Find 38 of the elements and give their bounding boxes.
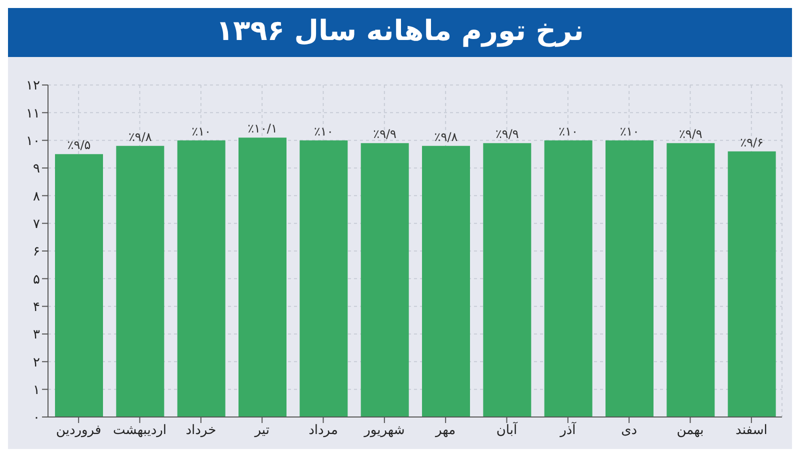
x-tick-label: شهریور [363, 423, 405, 438]
data-label: ٪۹/۹ [373, 127, 397, 142]
x-tick-label: اردیبهشت [112, 423, 167, 438]
y-tick-label: ۵ [33, 272, 40, 288]
x-tick-label: آذر [559, 421, 578, 438]
data-label: ٪۹/۶ [740, 135, 764, 150]
chart-title: نرخ تورم ماهانه سال ۱۳۹۶ [8, 8, 792, 57]
data-label: ٪۱۰ [314, 124, 334, 138]
y-tick-label: ۴ [33, 300, 40, 315]
x-tick-label: مرداد [308, 423, 338, 438]
y-tick-label: ۱۲ [26, 78, 40, 94]
y-tick-label: ۱۱ [26, 106, 40, 122]
data-label: ٪۹/۹ [678, 127, 702, 142]
y-tick-label: ۸ [33, 189, 40, 204]
data-label: ٪۹/۸ [128, 130, 152, 144]
x-tick-label: خرداد [186, 423, 216, 438]
data-label: ٪۱۰ [620, 124, 640, 138]
x-tick-label: اسفند [736, 423, 768, 438]
data-label: ٪۱۰ [558, 124, 578, 138]
y-tick-label: ۷ [33, 216, 40, 232]
data-label: ٪۹/۸ [434, 130, 458, 144]
y-tick-label: ۱ [33, 382, 40, 398]
data-label: ٪۹/۹ [495, 127, 519, 142]
x-tick-label: مهر [434, 423, 456, 438]
y-tick-label: ۹ [33, 162, 40, 177]
y-tick-label: ۲ [33, 355, 40, 370]
y-tick-label: ۱۰ [26, 134, 40, 149]
x-tick-label: تیر [254, 423, 270, 438]
x-tick-label: فروردین [56, 423, 102, 438]
x-tick-label: آبان [496, 421, 518, 438]
data-label: ٪۹/۵ [67, 138, 91, 152]
y-tick-label: ۶ [33, 244, 40, 260]
y-tick-label: ۳ [33, 328, 40, 343]
x-tick-label: دی [621, 423, 638, 438]
data-label: ٪۱۰ [192, 124, 212, 138]
x-tick-label: بهمن [676, 423, 704, 438]
y-tick-label: ۰ [33, 410, 40, 426]
data-label: ٪۱۰/۱ [248, 122, 278, 136]
